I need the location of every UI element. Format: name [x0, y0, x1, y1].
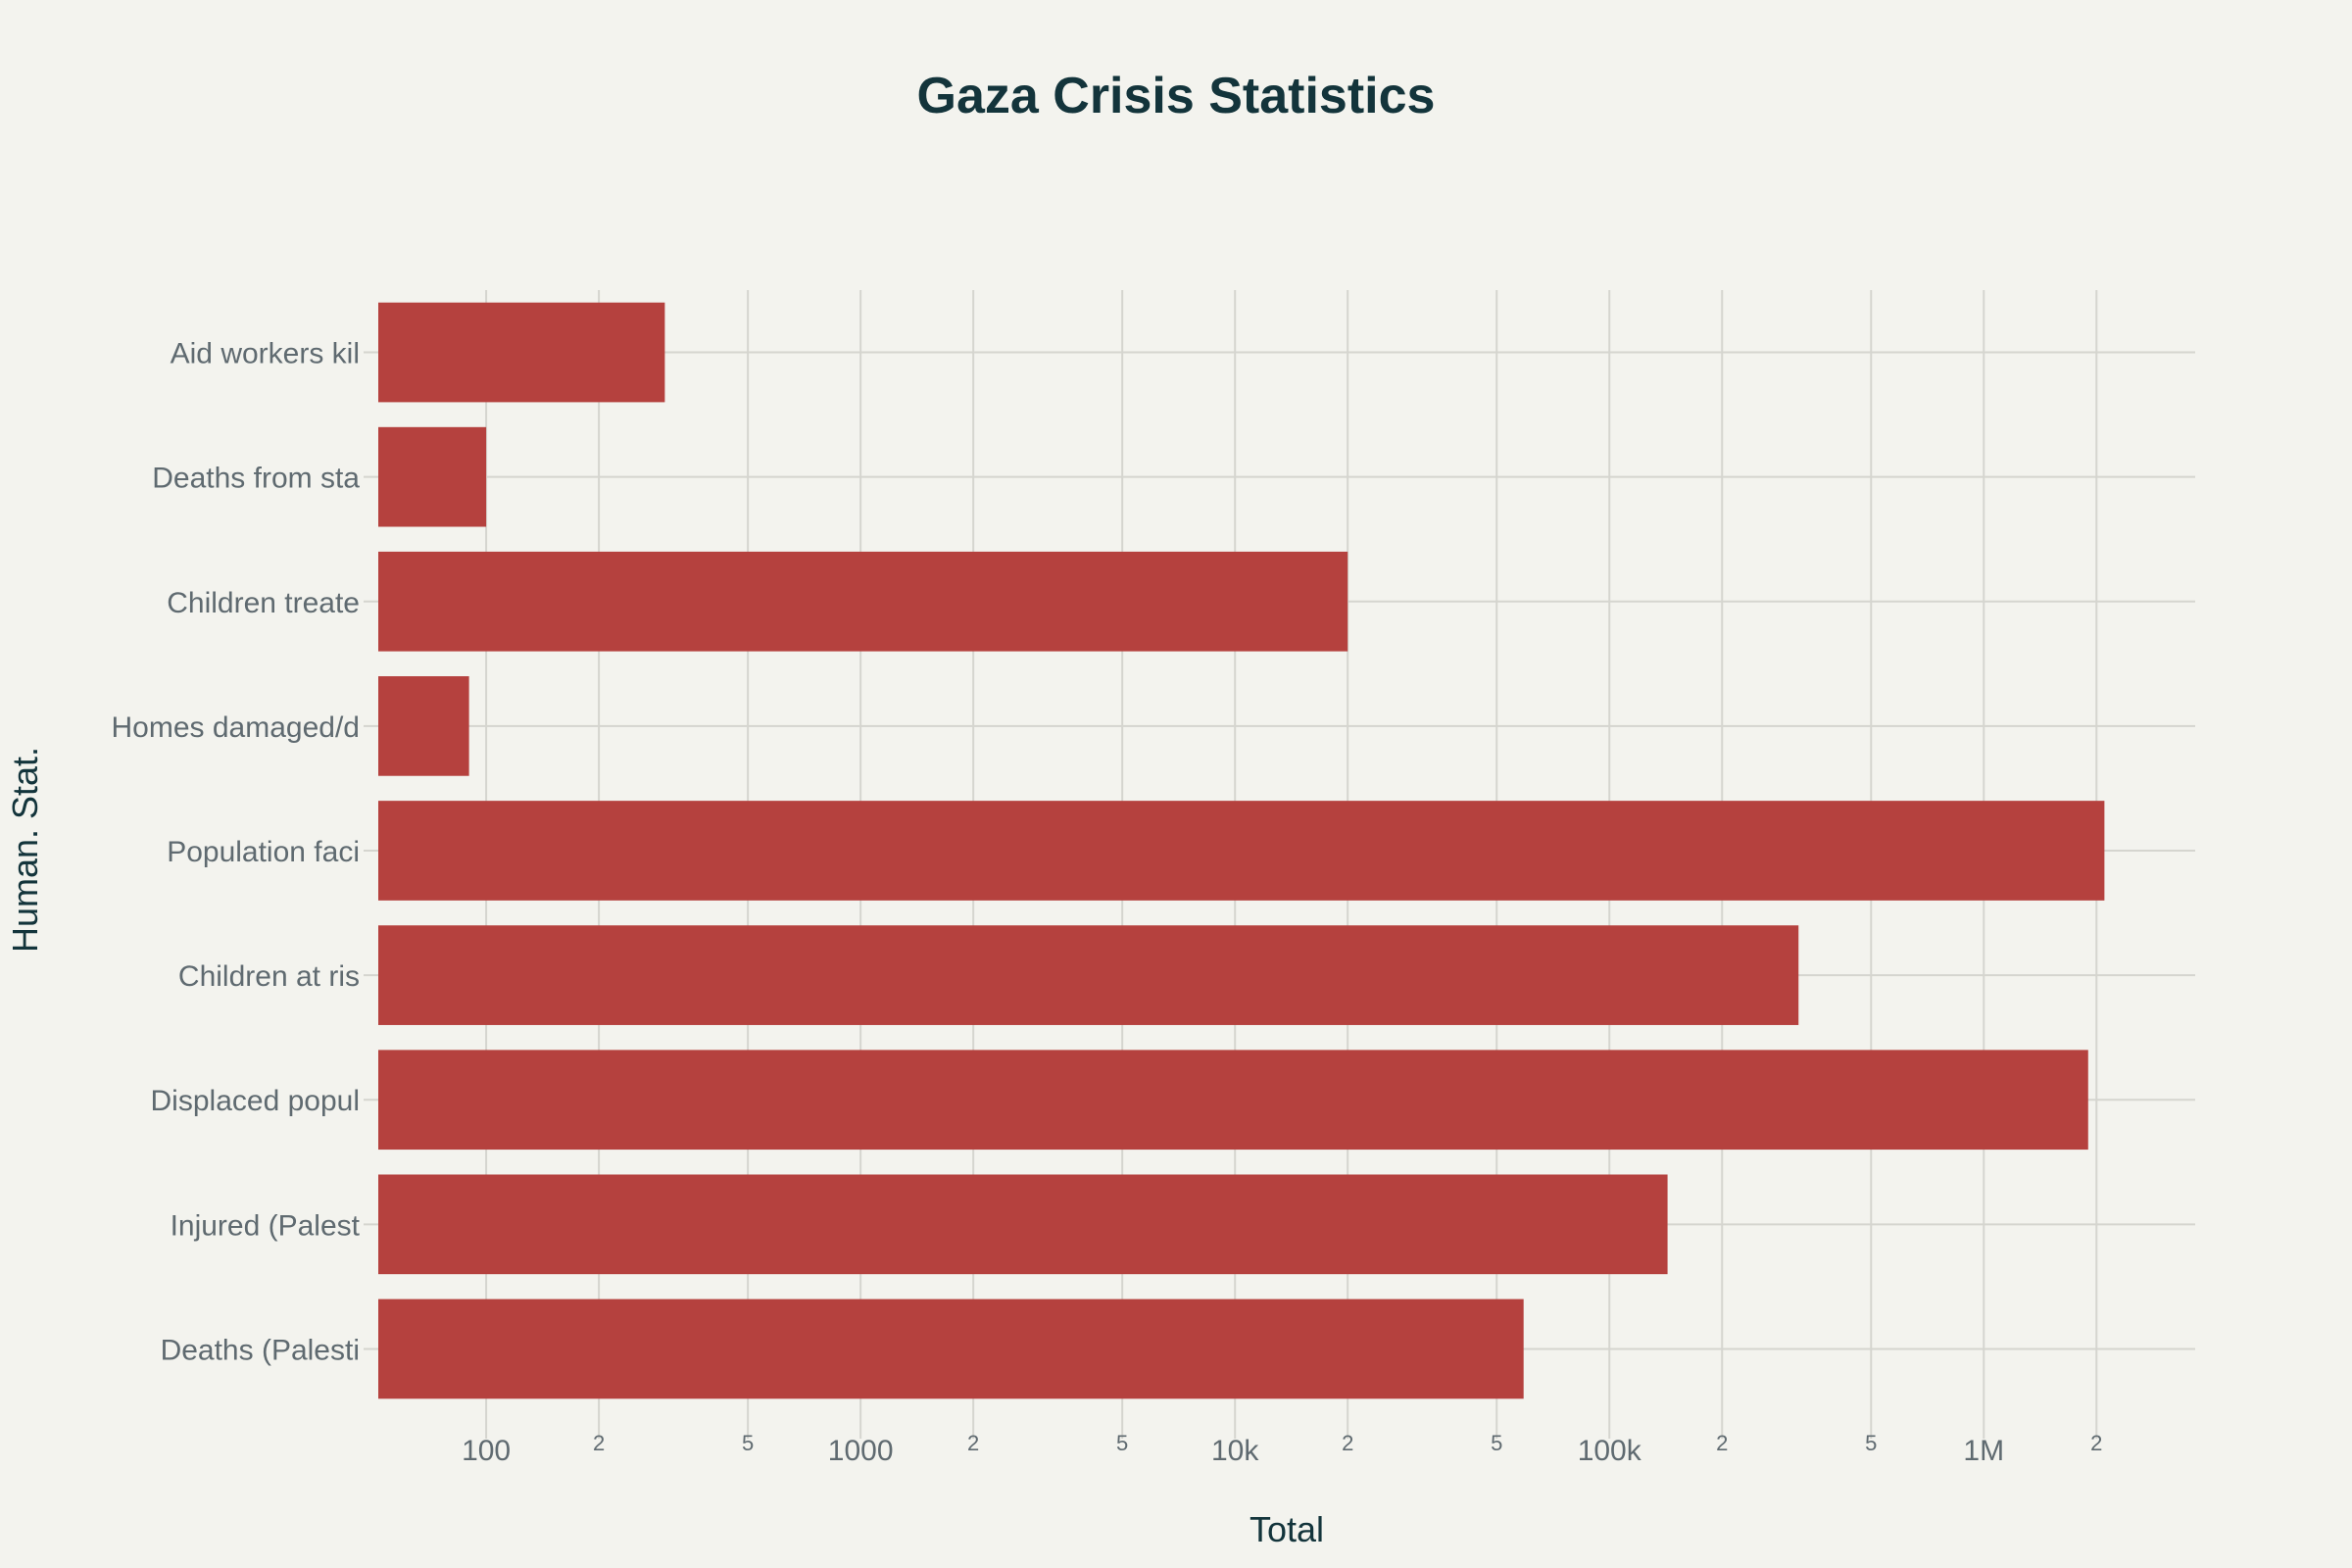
y-tick-label: Population faci: [167, 836, 360, 868]
bar: [378, 551, 1348, 652]
bar: [378, 925, 1799, 1025]
y-tick-label: Deaths (Palesti: [161, 1334, 360, 1366]
x-tick-label: 5: [1491, 1431, 1502, 1455]
bar: [378, 801, 2105, 901]
bar: [378, 426, 487, 527]
y-tick-label: Homes damaged/d: [112, 711, 360, 744]
x-tick-label: 2: [593, 1431, 605, 1455]
chart-title: Gaza Crisis Statistics: [917, 68, 1436, 124]
y-tick-label: Aid workers kil: [171, 338, 360, 370]
y-tick-label: Children treate: [167, 587, 360, 619]
x-tick-label: 2: [1716, 1431, 1728, 1455]
x-tick-label: 2: [2090, 1431, 2102, 1455]
bar: [378, 1050, 2088, 1151]
bar: [378, 1298, 1524, 1399]
x-tick-label: 2: [1342, 1431, 1353, 1455]
y-tick-label: Deaths from sta: [152, 463, 360, 495]
x-tick-labels: 100 2 5 1000 2 5 10k 2 5 100k 2 5 1M 2: [462, 1431, 2102, 1467]
bars: [378, 302, 2105, 1399]
bar: [378, 1174, 1668, 1275]
y-tick-label: Injured (Palest: [171, 1209, 361, 1242]
x-tick-label: 1000: [828, 1435, 894, 1467]
x-tick-label: 2: [967, 1431, 979, 1455]
x-tick-label: 100k: [1578, 1435, 1642, 1467]
x-tick-label: 1M: [1963, 1435, 2004, 1467]
x-tick-label: 5: [742, 1431, 754, 1455]
bar: [378, 676, 469, 776]
y-tick-label: Children at ris: [178, 960, 360, 993]
x-tick-label: 5: [1116, 1431, 1128, 1455]
y-axis-title: Human. Stat.: [5, 747, 45, 953]
x-axis-title: Total: [1250, 1509, 1324, 1549]
y-tick-labels: Deaths (Palesti Injured (Palest Displaced …: [112, 338, 361, 1367]
x-tick-label: 5: [1865, 1431, 1877, 1455]
x-tick-label: 100: [462, 1435, 511, 1467]
bar: [378, 302, 665, 403]
x-tick-label: 10k: [1211, 1435, 1259, 1467]
y-tick-label: Displaced popul: [151, 1085, 360, 1117]
